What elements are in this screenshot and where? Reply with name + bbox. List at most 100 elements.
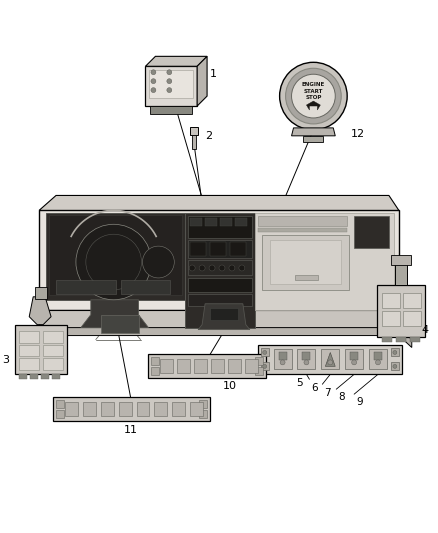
Bar	[188, 260, 252, 275]
Circle shape	[209, 265, 215, 271]
Bar	[374, 352, 382, 360]
Text: 12: 12	[351, 129, 365, 139]
Polygon shape	[198, 304, 250, 329]
Bar	[35, 287, 47, 299]
Circle shape	[199, 265, 205, 271]
Bar	[304, 136, 323, 142]
Circle shape	[151, 87, 156, 93]
Polygon shape	[185, 213, 255, 328]
Polygon shape	[255, 213, 394, 310]
Circle shape	[167, 87, 172, 93]
Circle shape	[352, 360, 357, 365]
Polygon shape	[39, 310, 399, 328]
Bar	[382, 293, 400, 308]
Bar	[192, 135, 196, 149]
Bar	[30, 374, 38, 379]
Circle shape	[393, 351, 397, 354]
Bar	[56, 280, 116, 294]
Bar	[391, 349, 399, 357]
Bar	[396, 336, 406, 342]
Bar	[211, 359, 224, 373]
Polygon shape	[39, 211, 399, 310]
Bar	[150, 106, 192, 114]
Polygon shape	[49, 215, 182, 295]
Bar	[274, 350, 292, 369]
Circle shape	[286, 68, 341, 124]
Polygon shape	[307, 101, 320, 110]
Bar	[19, 358, 39, 370]
Bar	[258, 344, 402, 374]
Bar	[391, 362, 399, 370]
Bar	[410, 336, 420, 342]
Circle shape	[167, 79, 172, 84]
Circle shape	[167, 70, 172, 75]
Polygon shape	[81, 300, 148, 328]
Bar	[261, 349, 268, 357]
Bar	[377, 285, 425, 336]
Bar	[52, 374, 60, 379]
Bar	[15, 325, 67, 374]
Polygon shape	[197, 56, 207, 106]
Bar	[303, 352, 311, 360]
Polygon shape	[29, 297, 51, 325]
Bar	[190, 219, 202, 226]
Bar	[148, 354, 266, 378]
Circle shape	[239, 265, 245, 271]
Bar	[403, 293, 421, 308]
Bar	[119, 402, 131, 416]
Bar	[245, 359, 258, 373]
Text: 8: 8	[338, 392, 345, 402]
Bar	[152, 367, 159, 375]
Polygon shape	[39, 196, 399, 211]
Circle shape	[279, 62, 347, 130]
Circle shape	[151, 70, 156, 75]
Bar	[41, 374, 49, 379]
Bar	[350, 352, 358, 360]
Bar	[43, 358, 63, 370]
Bar	[205, 219, 217, 226]
Polygon shape	[26, 328, 412, 348]
Text: 2: 2	[205, 131, 212, 141]
Circle shape	[76, 224, 152, 300]
Bar	[43, 344, 63, 357]
Circle shape	[263, 351, 267, 354]
Bar	[258, 216, 347, 226]
Bar	[199, 410, 207, 418]
Bar	[160, 359, 173, 373]
Bar	[382, 336, 392, 342]
Bar	[19, 344, 39, 357]
Bar	[177, 359, 190, 373]
Text: 1: 1	[210, 69, 217, 79]
Circle shape	[304, 360, 309, 365]
Bar	[56, 410, 64, 418]
Bar	[210, 308, 238, 320]
Bar	[230, 242, 246, 256]
Polygon shape	[46, 213, 185, 300]
Text: 9: 9	[356, 397, 363, 407]
Bar	[270, 240, 341, 284]
Text: ENGINE
START
STOP: ENGINE START STOP	[302, 83, 325, 100]
Circle shape	[393, 365, 397, 368]
Bar	[145, 66, 197, 106]
Bar	[262, 235, 349, 290]
Bar	[155, 402, 167, 416]
Bar	[120, 280, 170, 294]
Bar	[190, 242, 206, 256]
Circle shape	[219, 265, 225, 271]
Bar	[279, 352, 286, 360]
Circle shape	[375, 360, 381, 365]
Polygon shape	[354, 216, 389, 248]
Bar	[194, 359, 207, 373]
Bar	[137, 402, 149, 416]
Bar	[297, 350, 315, 369]
Bar	[188, 216, 252, 238]
Text: 3: 3	[2, 356, 9, 366]
Circle shape	[142, 246, 174, 278]
Bar	[19, 330, 39, 343]
Circle shape	[328, 360, 333, 365]
Circle shape	[292, 74, 335, 118]
Bar	[83, 402, 96, 416]
Bar	[152, 358, 159, 365]
Bar	[199, 400, 207, 408]
Polygon shape	[292, 128, 335, 136]
